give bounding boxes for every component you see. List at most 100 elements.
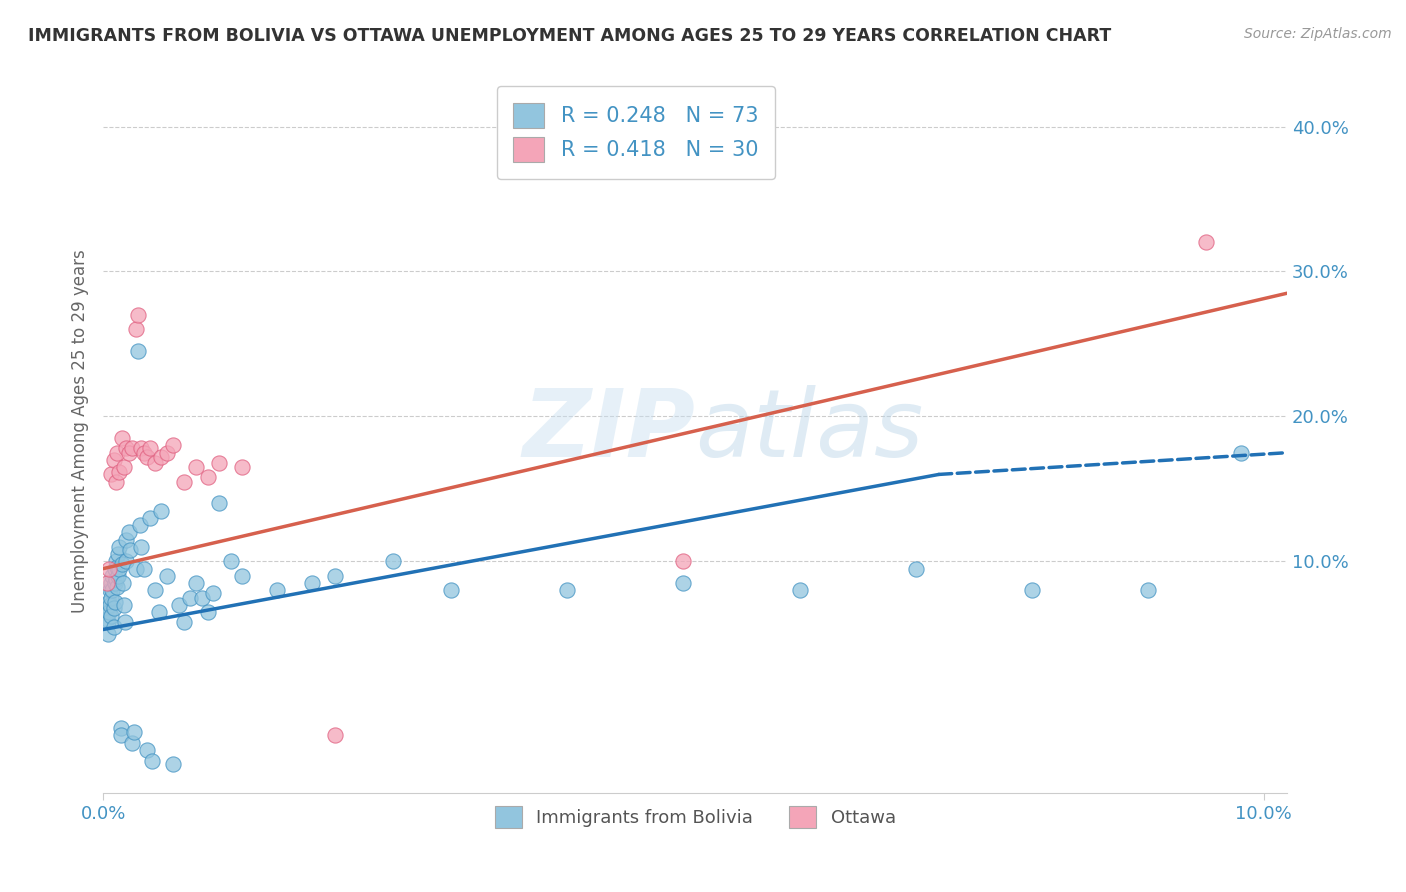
Point bbox=[115, 442, 138, 456]
Point bbox=[150, 450, 173, 464]
Point bbox=[382, 554, 405, 568]
Point bbox=[104, 475, 127, 489]
Point bbox=[98, 583, 121, 598]
Point bbox=[202, 586, 225, 600]
Point bbox=[1195, 235, 1218, 250]
Point bbox=[184, 460, 207, 475]
Point bbox=[219, 554, 242, 568]
Point bbox=[672, 554, 695, 568]
Point bbox=[197, 605, 219, 619]
Point bbox=[156, 569, 179, 583]
Point bbox=[110, 728, 132, 742]
Point bbox=[127, 344, 149, 359]
Point bbox=[301, 576, 323, 591]
Point bbox=[105, 560, 128, 574]
Point bbox=[124, 322, 146, 336]
Point bbox=[323, 728, 346, 742]
Point bbox=[97, 627, 120, 641]
Point bbox=[231, 569, 253, 583]
Point bbox=[98, 598, 121, 612]
Point bbox=[156, 445, 179, 459]
Point bbox=[208, 496, 231, 510]
Point bbox=[143, 456, 166, 470]
Point bbox=[1229, 445, 1251, 459]
Point bbox=[131, 540, 153, 554]
Point bbox=[115, 554, 138, 568]
Text: Source: ZipAtlas.com: Source: ZipAtlas.com bbox=[1244, 27, 1392, 41]
Point bbox=[672, 576, 695, 591]
Text: IMMIGRANTS FROM BOLIVIA VS OTTAWA UNEMPLOYMENT AMONG AGES 25 TO 29 YEARS CORRELA: IMMIGRANTS FROM BOLIVIA VS OTTAWA UNEMPL… bbox=[28, 27, 1111, 45]
Point bbox=[107, 569, 129, 583]
Point bbox=[96, 612, 118, 626]
Point bbox=[103, 600, 125, 615]
Point bbox=[179, 591, 201, 605]
Point bbox=[114, 615, 136, 630]
Point bbox=[197, 470, 219, 484]
Point bbox=[208, 456, 231, 470]
Point bbox=[173, 615, 195, 630]
Point bbox=[100, 576, 122, 591]
Legend: Immigrants from Bolivia, Ottawa: Immigrants from Bolivia, Ottawa bbox=[488, 798, 903, 835]
Point bbox=[323, 569, 346, 583]
Point bbox=[108, 465, 131, 479]
Point bbox=[105, 445, 128, 459]
Point bbox=[96, 576, 118, 591]
Point bbox=[131, 442, 153, 456]
Point bbox=[136, 743, 159, 757]
Point bbox=[100, 591, 122, 605]
Point bbox=[1136, 583, 1159, 598]
Point bbox=[118, 525, 141, 540]
Point bbox=[138, 442, 160, 456]
Point bbox=[97, 605, 120, 619]
Point bbox=[111, 576, 134, 591]
Point bbox=[104, 554, 127, 568]
Point bbox=[127, 308, 149, 322]
Point bbox=[112, 598, 135, 612]
Point bbox=[904, 562, 927, 576]
Point bbox=[132, 445, 155, 459]
Text: ZIP: ZIP bbox=[522, 385, 695, 477]
Point bbox=[162, 757, 184, 772]
Point bbox=[124, 725, 146, 739]
Point bbox=[111, 558, 134, 572]
Point bbox=[118, 445, 141, 459]
Point bbox=[143, 583, 166, 598]
Point bbox=[138, 511, 160, 525]
Point bbox=[103, 620, 125, 634]
Point bbox=[110, 721, 132, 735]
Point bbox=[107, 547, 129, 561]
Point bbox=[440, 583, 463, 598]
Point bbox=[148, 605, 170, 619]
Point bbox=[129, 518, 152, 533]
Point bbox=[94, 605, 117, 619]
Point bbox=[266, 583, 288, 598]
Point bbox=[101, 569, 124, 583]
Point bbox=[111, 431, 134, 445]
Point bbox=[1021, 583, 1043, 598]
Point bbox=[231, 460, 253, 475]
Point bbox=[104, 595, 127, 609]
Point bbox=[132, 562, 155, 576]
Point bbox=[118, 542, 141, 557]
Y-axis label: Unemployment Among Ages 25 to 29 years: Unemployment Among Ages 25 to 29 years bbox=[72, 249, 89, 613]
Point bbox=[150, 503, 173, 517]
Point bbox=[100, 609, 122, 624]
Point bbox=[557, 583, 579, 598]
Point bbox=[104, 572, 127, 586]
Point bbox=[141, 755, 163, 769]
Point bbox=[112, 460, 135, 475]
Point bbox=[191, 591, 214, 605]
Point bbox=[97, 615, 120, 630]
Point bbox=[162, 438, 184, 452]
Point bbox=[108, 562, 131, 576]
Point bbox=[104, 562, 127, 576]
Point bbox=[101, 583, 124, 598]
Point bbox=[97, 595, 120, 609]
Point bbox=[97, 562, 120, 576]
Point bbox=[789, 583, 811, 598]
Point bbox=[121, 736, 143, 750]
Point bbox=[100, 467, 122, 482]
Point bbox=[108, 540, 131, 554]
Point bbox=[115, 533, 138, 547]
Point bbox=[167, 598, 190, 612]
